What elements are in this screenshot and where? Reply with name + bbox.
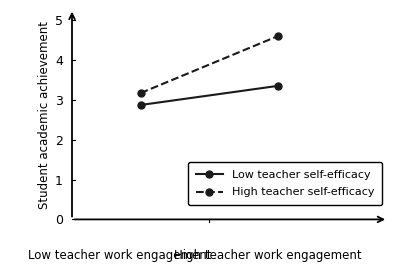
Legend: Low teacher self-efficacy, High teacher self-efficacy: Low teacher self-efficacy, High teacher …	[188, 162, 382, 205]
Line: High teacher self-efficacy: High teacher self-efficacy	[137, 33, 282, 96]
Text: High teacher work engagement: High teacher work engagement	[174, 249, 362, 262]
High teacher self-efficacy	[138, 92, 143, 95]
Y-axis label: Student academic achievement: Student academic achievement	[38, 21, 51, 209]
Line: Low teacher self-efficacy: Low teacher self-efficacy	[137, 82, 282, 109]
Low teacher self-efficacy	[276, 84, 280, 87]
Text: Low teacher work engagement: Low teacher work engagement	[28, 249, 212, 262]
Low teacher self-efficacy	[138, 103, 143, 107]
High teacher self-efficacy	[276, 34, 280, 38]
